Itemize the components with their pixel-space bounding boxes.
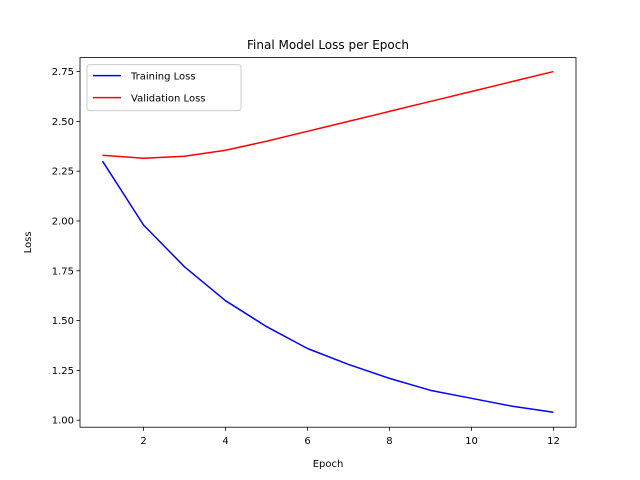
y-tick-label: 2.00 xyxy=(52,216,74,227)
y-tick-label: 2.25 xyxy=(52,167,74,178)
validation-loss-line xyxy=(102,70,554,159)
chart-title: Final Model Loss per Epoch xyxy=(247,38,409,52)
x-tick-label: 12 xyxy=(547,436,560,447)
x-tick-label: 4 xyxy=(222,436,228,447)
series-lines xyxy=(101,70,554,414)
legend-box xyxy=(86,64,242,112)
x-tick-label: 10 xyxy=(465,436,478,447)
y-tick-label: 1.50 xyxy=(52,316,74,327)
legend-label-training: Training Loss xyxy=(130,72,196,83)
x-axis-ticks: 2 4 6 8 10 12 xyxy=(140,427,560,447)
y-tick-label: 1.75 xyxy=(52,266,74,277)
legend-label-validation: Validation Loss xyxy=(131,94,206,105)
plot-frame xyxy=(79,57,577,428)
legend: Training Loss Validation Loss xyxy=(86,64,242,112)
training-loss-line xyxy=(101,160,554,414)
x-tick-label: 2 xyxy=(140,436,146,447)
x-tick-label: 6 xyxy=(304,436,310,447)
x-tick-label: 8 xyxy=(386,436,392,447)
y-axis-label: Loss xyxy=(23,231,34,253)
x-axis-label: Epoch xyxy=(313,459,344,470)
y-tick-label: 2.50 xyxy=(52,117,74,128)
y-tick-label: 1.25 xyxy=(52,366,74,377)
y-axis-ticks: 1.00 1.25 1.50 1.75 2.00 2.25 2.50 2.75 xyxy=(52,67,80,427)
y-tick-label: 1.00 xyxy=(52,416,74,427)
y-tick-label: 2.75 xyxy=(52,67,74,78)
